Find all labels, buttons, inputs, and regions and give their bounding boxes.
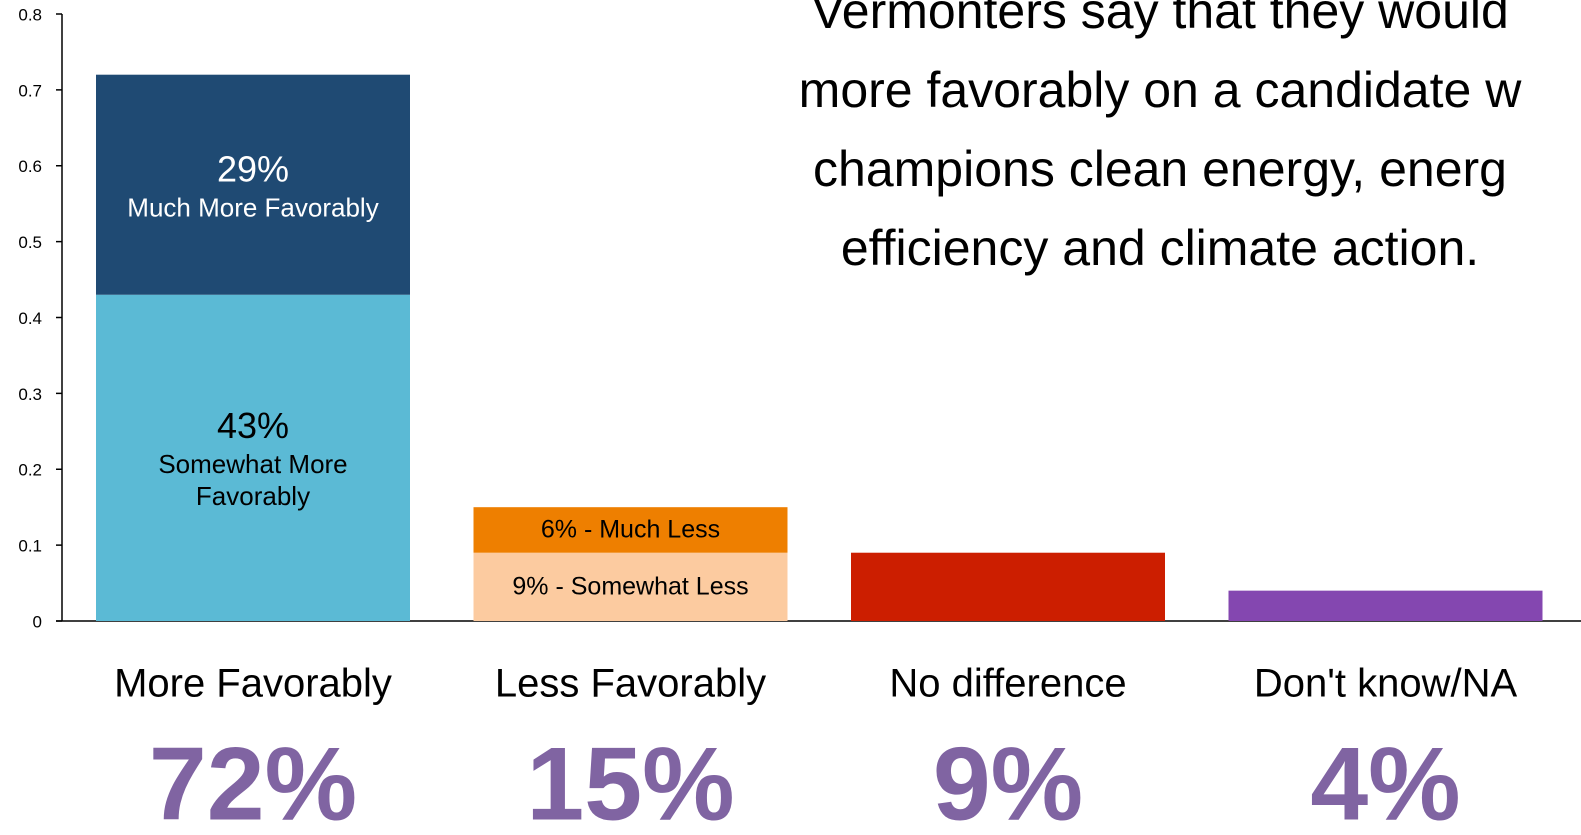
total-label: 72% [149,726,357,835]
total-label: 4% [1310,726,1460,835]
x-tick-label: Less Favorably [495,662,766,706]
y-tick-label: 0.4 [18,309,42,328]
segment-name: Somewhat More Favorably [158,448,348,512]
bar-segment [473,552,788,621]
segment-value: 29% [216,147,290,189]
y-tick-label: 0.2 [18,461,42,480]
title-line: efficiency and climate action. [841,220,1479,276]
bar-segment [1228,590,1543,621]
title-line: Vermonters say that they would [811,0,1509,39]
segment-label: 9% - Somewhat Less [474,571,788,602]
y-tick-label: 0.1 [18,537,42,556]
x-tick-label: Don't know/NA [1254,662,1518,706]
bar-segment [473,507,788,553]
bar-segment [851,552,1165,621]
segment-text: 9% - Somewhat Less [512,572,749,601]
title-line: more favorably on a candidate w [799,62,1523,118]
bar-segment [96,294,410,621]
segment-label: 43% Somewhat More Favorably [133,403,373,513]
total-label: 9% [933,726,1083,835]
y-tick-label: 0 [33,612,42,631]
x-tick-label: More Favorably [114,662,392,706]
y-tick-label: 0.5 [18,233,42,252]
segment-name: Much More Favorably [127,191,379,222]
segment-text: 6% - Much Less [540,515,721,544]
bar-segment [96,74,410,295]
y-tick-label: 0.6 [18,157,42,176]
y-tick-label: 0.7 [18,81,42,100]
segment-label: 6% - Much Less [474,514,788,545]
segment-value: 43% [216,404,290,446]
y-tick-label: 0.8 [18,5,42,24]
y-tick-label: 0.3 [18,385,42,404]
x-tick-label: No difference [889,662,1126,706]
total-label: 15% [526,726,734,835]
title-line: champions clean energy, energ [813,141,1507,197]
segment-label: 29% Much More Favorably [96,146,410,224]
